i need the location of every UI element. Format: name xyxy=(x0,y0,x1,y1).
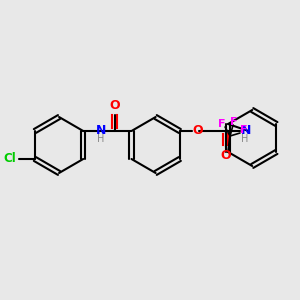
Text: N: N xyxy=(241,124,251,136)
Text: O: O xyxy=(193,124,203,137)
Text: F: F xyxy=(230,117,238,127)
Text: H: H xyxy=(241,134,248,144)
Text: O: O xyxy=(109,99,120,112)
Text: H: H xyxy=(97,134,104,144)
Text: O: O xyxy=(220,149,231,162)
Text: Cl: Cl xyxy=(3,152,16,166)
Text: N: N xyxy=(96,124,107,136)
Text: F: F xyxy=(218,119,226,129)
Text: F: F xyxy=(240,125,248,135)
